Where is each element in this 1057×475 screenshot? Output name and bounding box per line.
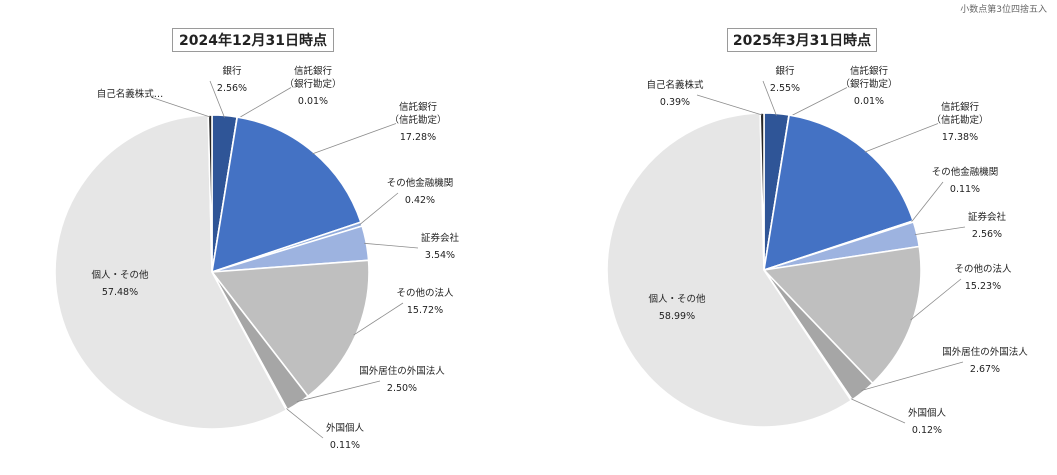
slice-value-0-0: 2.56% [217,83,247,94]
slice-label-1-5-0: その他の法人 [954,263,1012,275]
leader-line-0-4 [364,242,419,249]
slice-value-1-4: 2.56% [972,229,1002,240]
leader-line-0-9 [151,97,211,118]
slice-label-1-8-0: 個人・その他 [648,293,706,305]
slice-value-1-8: 58.99% [659,311,695,322]
rounding-note: 小数点第3位四捨五入 [960,5,1047,15]
slice-label-0-9-0: 自己名義株式… [97,88,164,100]
slice-label-1-2-1: （信託勘定） [931,114,988,126]
slice-label-0-2-0: 信託銀行 [399,101,438,113]
slice-label-0-0-0: 銀行 [222,65,242,77]
leader-line-0-2 [312,123,397,155]
slice-label-1-9-0: 自己名義株式 [646,79,704,91]
slice-label-0-8-0: 個人・その他 [91,269,149,281]
leader-line-1-9 [696,94,763,116]
leader-line-0-1 [236,87,292,120]
slice-value-1-9: 0.39% [660,97,690,108]
slice-value-1-6: 2.67% [970,364,1000,375]
slice-value-0-7: 0.11% [330,440,360,451]
slice-value-1-0: 2.55% [770,83,800,94]
pie-slice-1-2 [763,114,914,271]
slice-label-1-6-0: 国外居住の外国法人 [942,346,1028,358]
leader-line-1-0 [762,80,777,116]
leader-line-1-3 [911,181,944,223]
pie-slice-1-9 [759,112,765,271]
leader-line-0-0 [209,80,225,118]
slice-label-0-1-1: （銀行勘定） [284,78,341,90]
slice-label-1-1-1: （銀行勘定） [840,78,897,90]
leader-line-1-6 [861,361,964,391]
slice-label-0-2-1: （信託勘定） [389,114,446,126]
slice-value-0-1: 0.01% [298,96,328,107]
slice-value-1-1: 0.01% [854,96,884,107]
leader-line-1-2 [864,123,939,153]
leader-line-1-7 [850,398,906,424]
slice-label-0-4-0: 証券会社 [421,232,460,244]
leader-line-1-4 [914,226,966,235]
slice-label-1-0-0: 銀行 [775,65,795,77]
slice-label-0-1-0: 信託銀行 [294,65,333,77]
slice-label-0-6-0: 国外居住の外国法人 [359,365,445,377]
leader-line-0-3 [359,192,399,226]
slice-label-1-1-0: 信託銀行 [850,65,889,77]
leader-line-1-5 [910,278,962,321]
slice-value-1-5: 15.23% [965,281,1001,292]
slice-label-0-7-0: 外国個人 [326,422,365,434]
chart-title-2025: 2025年3月31日時点 [727,28,877,52]
slice-value-0-3: 0.42% [405,195,435,206]
slice-label-0-3-0: その他金融機関 [387,177,454,189]
slice-value-1-2: 17.38% [942,132,978,143]
slice-value-1-7: 0.12% [912,425,942,436]
leader-line-0-5 [353,302,404,336]
pie-slice-0-5 [211,259,370,398]
slice-value-0-6: 2.50% [387,383,417,394]
slice-value-0-4: 3.54% [425,250,455,261]
slice-value-1-3: 0.11% [950,184,980,195]
pie-slice-0-9 [207,114,213,273]
pie-slice-1-5 [763,245,922,385]
slice-label-1-4-0: 証券会社 [968,211,1007,223]
leader-line-1-1 [788,87,848,118]
slice-value-0-8: 57.48% [102,287,138,298]
slice-label-1-3-0: その他金融機関 [932,166,999,178]
slice-label-1-7-0: 外国個人 [908,407,947,419]
slice-label-0-5-0: その他の法人 [396,287,454,299]
leader-line-0-7 [285,407,324,439]
pie-slice-0-8 [54,114,288,430]
slice-label-1-2-0: 信託銀行 [941,101,980,113]
leader-line-0-6 [296,380,381,403]
slice-value-0-2: 17.28% [400,132,436,143]
chart-title-2024: 2024年12月31日時点 [172,28,334,52]
pie-slice-0-2 [211,116,362,273]
pie-slice-1-8 [606,112,853,428]
slice-value-0-5: 15.72% [407,305,443,316]
